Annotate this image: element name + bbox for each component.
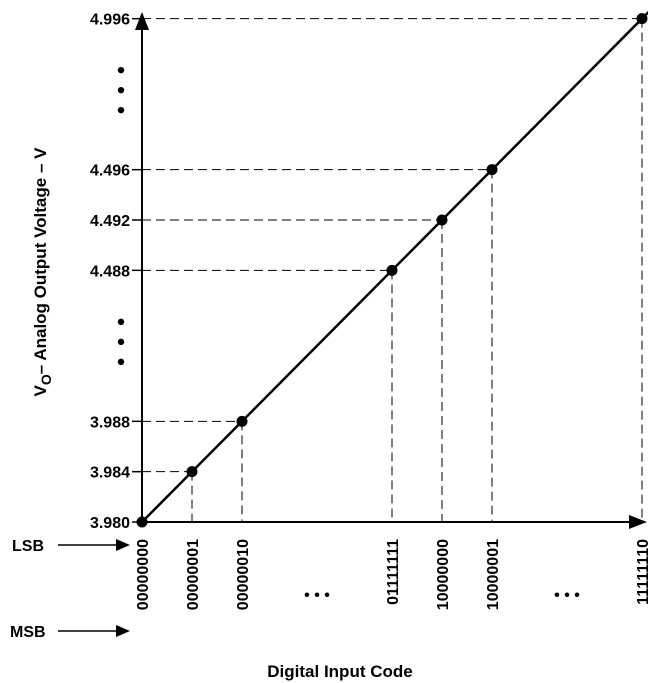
y-tick-label: 3.980	[90, 515, 130, 532]
y-axis-break-dot	[117, 318, 125, 326]
y-tick-label: 4.996	[90, 12, 130, 29]
x-axis-breaks: • • • • • •	[304, 587, 580, 604]
x-tick-label: 01111111	[385, 539, 402, 605]
series-line	[141, 10, 648, 523]
series-line-segment	[141, 10, 648, 523]
y-axis-break-dot	[117, 66, 125, 74]
x-tick-labels: 00000000 00000001 00000010 01111111 10000000…	[135, 539, 648, 610]
y-tick-label: 3.984	[90, 465, 130, 482]
y-axis-title: VO– Analog Output Voltage – V	[31, 147, 54, 397]
y-axis-break-dot	[117, 106, 125, 114]
y-axis-arrowhead	[135, 12, 149, 30]
lsb-label: LSB	[12, 538, 44, 555]
y-axis-break-dot	[117, 358, 125, 366]
data-point	[236, 415, 248, 427]
data-points	[136, 13, 648, 528]
x-tick-label: 00000010	[235, 539, 252, 610]
axes	[132, 12, 647, 529]
lsb-arrowhead	[116, 539, 130, 551]
x-axis-break-ellipsis: • • •	[554, 587, 580, 604]
msb-arrowhead	[116, 625, 130, 637]
y-tick-label: 4.492	[90, 213, 130, 230]
x-tick-label: 00000001	[185, 539, 202, 610]
y-axis-title-subscript: O	[38, 374, 54, 385]
msb-label: MSB	[10, 624, 46, 641]
data-point	[636, 13, 648, 25]
y-axis-break-dot	[117, 338, 125, 346]
msb-indicator: MSB	[10, 624, 130, 641]
x-tick-label: 10000000	[435, 539, 452, 610]
y-axis-break-dot	[117, 86, 125, 94]
data-point	[186, 466, 198, 478]
x-axis-break-ellipsis: • • •	[304, 587, 330, 604]
y-tick-label: 4.488	[90, 263, 130, 280]
data-point	[486, 164, 498, 176]
data-point	[386, 264, 398, 276]
x-axis-title: Digital Input Code	[267, 662, 412, 681]
data-point	[136, 516, 148, 528]
lsb-indicator: LSB	[12, 538, 130, 555]
y-axis-title-v: V	[31, 384, 50, 396]
x-axis-arrowhead	[629, 515, 647, 529]
guide-lines	[142, 18, 643, 522]
x-tick-label: 11111110	[635, 539, 648, 605]
x-tick-label: 10000001	[485, 539, 502, 610]
x-tick-label: 00000000	[135, 539, 152, 610]
y-axis-title-rest: – Analog Output Voltage – V	[31, 147, 50, 374]
y-axis-breaks	[117, 66, 125, 366]
y-tick-label: 3.988	[90, 414, 130, 431]
data-point	[436, 214, 448, 226]
y-tick-label: 4.496	[90, 163, 130, 180]
